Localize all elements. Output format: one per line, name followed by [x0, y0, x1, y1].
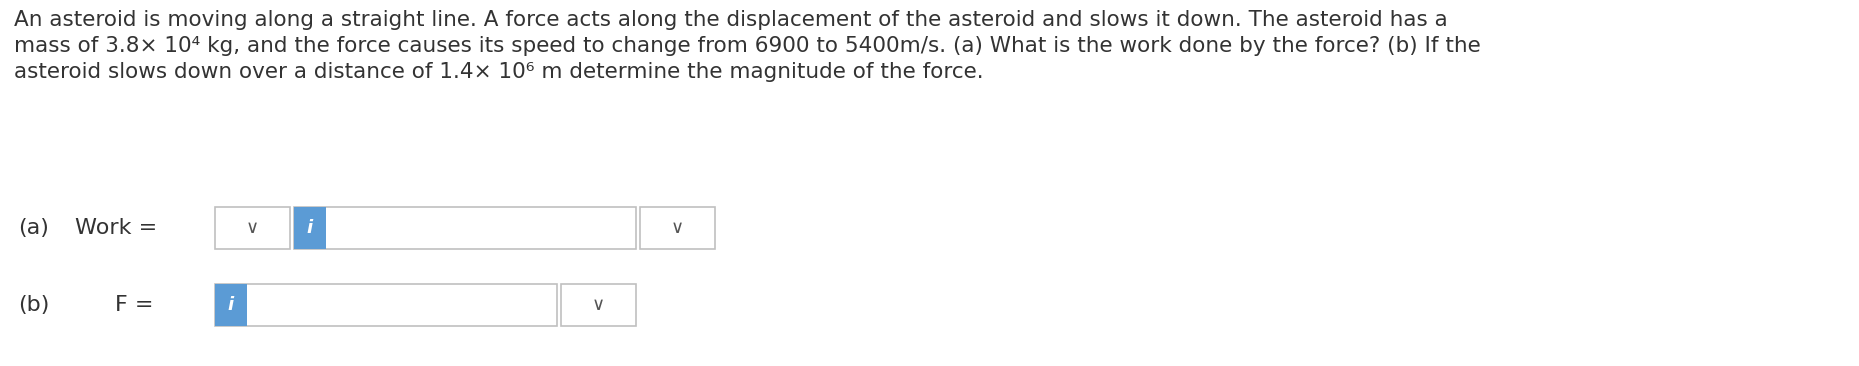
Text: asteroid slows down over a distance of 1.4× 10⁶ m determine the magnitude of the: asteroid slows down over a distance of 1…	[15, 62, 983, 82]
Text: ∨: ∨	[245, 219, 258, 237]
Text: (a): (a)	[19, 218, 48, 238]
Bar	[639, 207, 716, 249]
Bar	[561, 284, 636, 326]
Text: ∨: ∨	[591, 296, 604, 314]
Text: An asteroid is moving along a straight line. A force acts along the displacement: An asteroid is moving along a straight l…	[15, 10, 1448, 30]
Bar	[216, 284, 558, 326]
Bar	[216, 207, 290, 249]
Bar	[294, 207, 636, 249]
Text: i: i	[307, 219, 312, 237]
Text: (b): (b)	[19, 295, 50, 315]
Text: F =: F =	[115, 295, 154, 315]
Text: ∨: ∨	[671, 219, 684, 237]
Text: Work =: Work =	[74, 218, 158, 238]
Bar	[294, 207, 325, 249]
Text: i: i	[229, 296, 234, 314]
Text: mass of 3.8× 10⁴ kg, and the force causes its speed to change from 6900 to 5400m: mass of 3.8× 10⁴ kg, and the force cause…	[15, 36, 1482, 56]
Bar	[216, 284, 247, 326]
